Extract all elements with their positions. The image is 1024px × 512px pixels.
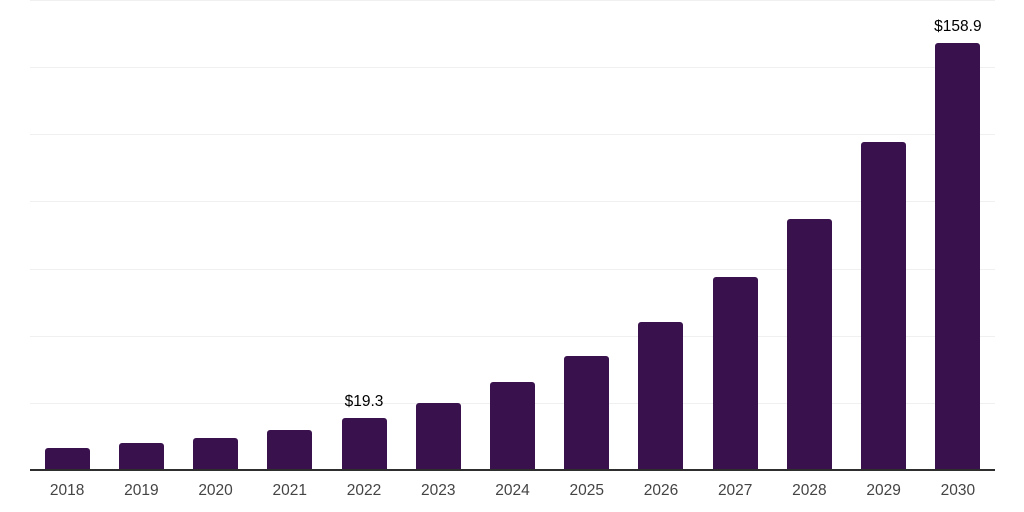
gridline-50	[30, 335, 995, 337]
bar-2018[interactable]	[44, 447, 90, 470]
value-label-2022: $19.3	[344, 393, 384, 411]
gridline-175	[30, 0, 995, 1]
gridline-125	[30, 134, 995, 136]
x-tick-2029: 2029	[866, 482, 901, 499]
bar-2030[interactable]	[935, 43, 981, 470]
gridline-75	[30, 268, 995, 270]
x-tick-2018: 2018	[49, 482, 85, 499]
gridline-150	[30, 67, 995, 69]
x-axis-line	[30, 469, 995, 471]
value-label-2030: $158.9	[934, 18, 982, 36]
x-tick-2023: 2023	[421, 482, 456, 499]
x-tick-2019: 2019	[124, 482, 159, 499]
x-tick-2028: 2028	[792, 482, 827, 499]
gridline-100	[30, 201, 995, 203]
bar-2020[interactable]	[193, 437, 239, 470]
bar-2023[interactable]	[415, 402, 461, 470]
bar-2025[interactable]	[564, 355, 610, 470]
x-tick-2021: 2021	[272, 482, 308, 499]
bar-2021[interactable]	[267, 429, 313, 470]
bar-2019[interactable]	[118, 443, 164, 470]
bar-2028[interactable]	[786, 218, 832, 470]
x-tick-2024: 2024	[495, 482, 530, 499]
x-tick-2022: 2022	[346, 482, 382, 499]
bar-2024[interactable]	[490, 382, 535, 470]
x-tick-2026: 2026	[643, 482, 679, 499]
bar-2026[interactable]	[638, 322, 684, 470]
x-tick-2020: 2020	[198, 482, 233, 499]
bar-2029[interactable]	[861, 142, 907, 470]
plot-area: $19.3 $158.9	[30, 0, 995, 471]
bar-2027[interactable]	[712, 276, 758, 470]
x-tick-2030: 2030	[940, 482, 976, 499]
x-tick-2027: 2027	[717, 482, 753, 499]
bar-2022[interactable]	[341, 418, 387, 470]
x-axis-labels: 2018 2019 2020 2021 2022 2023 2024 2025 2026 2027…	[30, 482, 995, 506]
x-tick-2025: 2025	[569, 482, 604, 499]
